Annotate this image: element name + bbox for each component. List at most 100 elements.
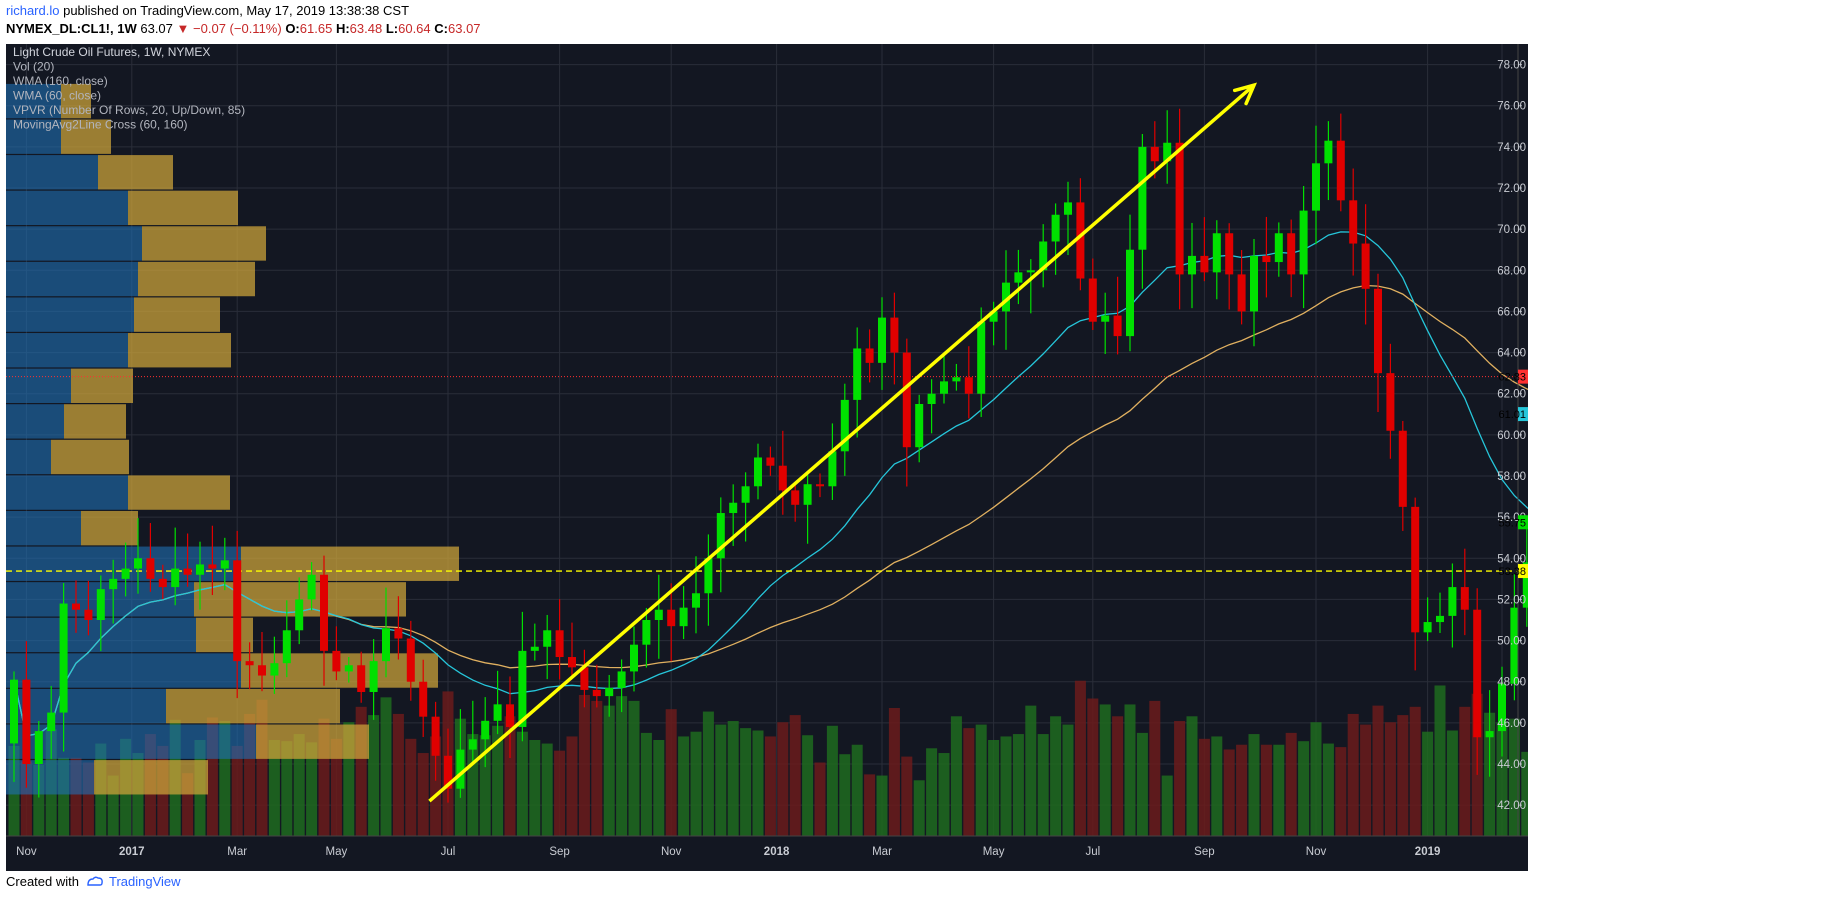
candle-body [10,679,18,744]
volume-bar [1508,718,1520,836]
open-label: O: [285,21,300,36]
candle-body [1374,288,1382,374]
last-price: 63.07 [140,21,173,36]
volume-bar [1000,736,1012,836]
low-label: L: [385,21,399,36]
candle-body [72,603,80,610]
candle-body [1411,506,1420,633]
price-change: −0.07 (−0.11%) [193,21,282,36]
volume-bar [727,721,739,836]
vpvr-row-down [196,617,253,653]
vpvr-row-down [256,724,369,759]
candle-body [617,671,626,688]
candle-body [109,578,118,590]
volume-bar [963,728,975,836]
vpvr-row-down [98,155,173,190]
candle-body [332,650,341,672]
candle-body [456,749,465,789]
vpvr-row-up [6,368,71,403]
tradingview-link[interactable]: TradingView [109,874,181,889]
candle-body [134,558,142,569]
close-value: 63.07 [448,21,481,36]
candle-body [1101,315,1110,322]
price-tick-label: 50.00 [1497,636,1526,648]
volume-bar [244,713,256,836]
low-value: 60.64 [398,21,431,36]
volume-bar [690,731,702,836]
volume-bar [1409,706,1421,836]
candle-body [1188,255,1196,275]
vpvr-row-down [241,546,459,581]
candle-body [642,620,651,645]
candle-body [344,665,353,672]
trend-line[interactable] [428,83,1256,803]
candle-body [1175,142,1184,275]
candle-body [778,465,787,491]
volume-bar [306,742,318,836]
volume-bar [430,736,442,836]
price-tick-label: 78.00 [1497,60,1526,72]
vpvr-row-down [64,404,126,439]
price-tick-label: 42.00 [1497,800,1526,812]
candle-body [183,568,192,575]
volume-bar [219,721,231,836]
volume-bar [678,736,690,836]
price-tick-label: 46.00 [1497,718,1526,730]
vpvr-row-up [6,119,61,154]
candle-body [431,716,440,756]
price-chart[interactable]: 42.0044.0046.0048.0050.0052.0054.0056.00… [6,44,1528,871]
candle-body [506,704,514,727]
candle-body [840,399,849,452]
candle-body [1510,607,1519,684]
volume-bar [1124,704,1136,836]
volume-bar [405,738,417,836]
vpvr-row-up [6,226,142,261]
price-label-yellow: 53.38 [1498,566,1526,578]
volume-bar [864,774,876,836]
volume-bar [1298,741,1310,836]
time-tick-label: Sep [549,846,569,858]
vpvr-row-up [6,261,138,297]
candle-body [1324,140,1333,164]
volume-bar [58,757,70,836]
candle-body [791,490,800,505]
volume-bar [950,716,962,836]
candle-body [853,348,862,400]
candle-body [803,484,812,505]
volume-bar [628,700,640,836]
volume-bar [814,762,826,836]
candle-body [1522,562,1528,608]
volume-bar [665,709,677,836]
volume-bar [1149,700,1161,836]
vpvr-row-down [128,333,231,368]
author-link[interactable]: richard.lo [6,3,60,18]
volume-bar [1372,705,1384,836]
price-tick-label: 72.00 [1497,183,1526,195]
candle-body [667,609,676,627]
candle-body [1200,255,1209,273]
volume-bar [20,761,32,836]
volume-bar [380,697,392,836]
candle-body [307,574,316,600]
volume-bar [616,696,628,836]
price-label-box [1518,407,1528,422]
candle-body [320,574,328,651]
volume-bar [802,735,814,836]
price-tick-label: 52.00 [1497,594,1526,606]
candle-body [878,317,886,363]
price-label-box [1518,515,1528,530]
publish-text: published on TradingView.com, May 17, 20… [63,3,410,18]
candle-body [1138,146,1147,250]
time-tick-label: May [326,846,348,858]
price-tick-label: 62.00 [1497,389,1526,401]
candle-body [1163,142,1172,162]
volume-bar [851,744,863,836]
vpvr-row-down [142,226,266,261]
candle-body [146,558,155,579]
volume-bar [777,722,789,836]
volume-bar [1260,744,1272,836]
candle-body [940,381,948,394]
candle-body [1299,210,1308,275]
open-value: 61.65 [299,21,333,36]
volume-bar [1099,704,1111,836]
